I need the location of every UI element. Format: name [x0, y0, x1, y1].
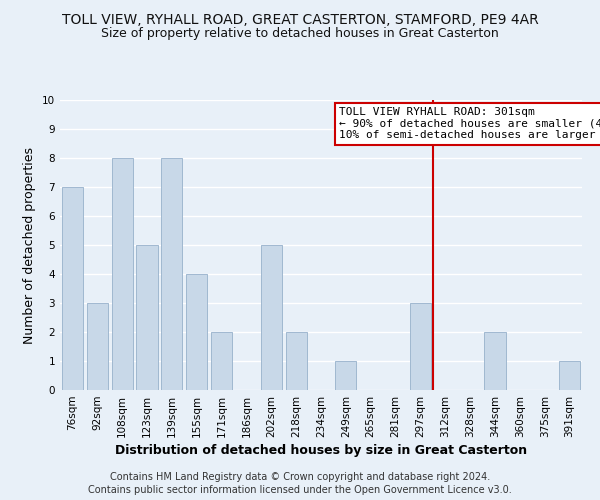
Bar [261, 245, 282, 390]
Bar [186, 274, 207, 390]
Bar [136, 245, 158, 390]
Bar [410, 303, 431, 390]
Bar [62, 187, 83, 390]
Text: Contains HM Land Registry data © Crown copyright and database right 2024.: Contains HM Land Registry data © Crown c… [110, 472, 490, 482]
Bar [112, 158, 133, 390]
Bar [286, 332, 307, 390]
Text: TOLL VIEW RYHALL ROAD: 301sqm
← 90% of detached houses are smaller (45)
10% of s: TOLL VIEW RYHALL ROAD: 301sqm ← 90% of d… [339, 108, 600, 140]
Text: Contains public sector information licensed under the Open Government Licence v3: Contains public sector information licen… [88, 485, 512, 495]
Y-axis label: Number of detached properties: Number of detached properties [23, 146, 37, 344]
Bar [335, 361, 356, 390]
Bar [161, 158, 182, 390]
Bar [87, 303, 108, 390]
Bar [559, 361, 580, 390]
Text: TOLL VIEW, RYHALL ROAD, GREAT CASTERTON, STAMFORD, PE9 4AR: TOLL VIEW, RYHALL ROAD, GREAT CASTERTON,… [62, 12, 538, 26]
X-axis label: Distribution of detached houses by size in Great Casterton: Distribution of detached houses by size … [115, 444, 527, 457]
Bar [211, 332, 232, 390]
Bar [484, 332, 506, 390]
Text: Size of property relative to detached houses in Great Casterton: Size of property relative to detached ho… [101, 28, 499, 40]
